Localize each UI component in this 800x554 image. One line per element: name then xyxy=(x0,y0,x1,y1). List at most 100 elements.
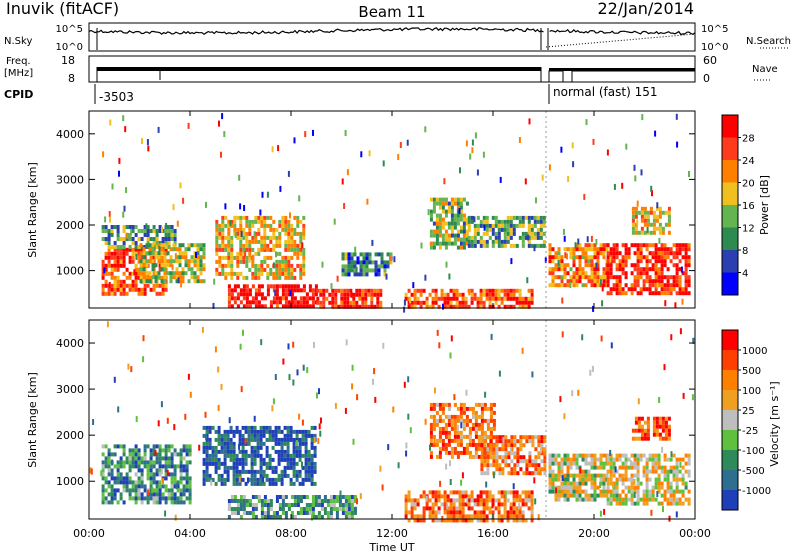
heatmap-cell xyxy=(178,263,182,268)
heatmap-cell xyxy=(355,288,359,293)
heatmap-cell xyxy=(227,304,231,309)
heatmap-cell xyxy=(284,503,288,507)
heatmap-cell xyxy=(137,271,141,276)
heatmap-cell xyxy=(563,493,567,498)
heatmap-cell xyxy=(471,454,475,459)
heatmap-speckle xyxy=(113,376,116,383)
heatmap-cell xyxy=(476,498,480,503)
heatmap-cell xyxy=(474,410,478,415)
heatmap-cell xyxy=(307,477,311,482)
heatmap-cell xyxy=(227,223,231,228)
heatmap-cell xyxy=(649,206,653,211)
heatmap-cell xyxy=(428,510,432,515)
heatmap-speckle xyxy=(465,140,468,147)
heatmap-cell xyxy=(170,464,174,469)
heatmap-cell xyxy=(500,239,504,244)
heatmap-cell xyxy=(422,490,426,495)
cpid-text-1: -3503 xyxy=(99,90,134,104)
heatmap-cell xyxy=(260,507,264,511)
heatmap-cell xyxy=(227,251,231,256)
heatmap-speckle xyxy=(387,444,390,451)
heatmap-cell xyxy=(110,283,114,288)
heatmap-cell xyxy=(477,402,481,407)
heatmap-cell xyxy=(278,243,282,248)
heatmap-cell xyxy=(518,494,522,499)
heatmap-cell xyxy=(429,430,433,435)
heatmap-cell xyxy=(332,507,336,511)
heatmap-cell xyxy=(663,489,667,494)
heatmap-cell xyxy=(440,296,444,301)
heatmap-speckle xyxy=(135,416,138,423)
heatmap-cell xyxy=(612,255,616,260)
heatmap-cell xyxy=(175,259,179,264)
heatmap-cell xyxy=(152,472,156,477)
heatmap-cell xyxy=(202,433,206,438)
heatmap-cell xyxy=(128,448,132,453)
heatmap-cell xyxy=(458,518,462,523)
heatmap-cell xyxy=(266,263,270,268)
heatmap-speckle xyxy=(201,326,204,333)
heatmap-cell xyxy=(449,510,453,515)
heatmap-cell xyxy=(575,243,579,248)
heatmap-speckle xyxy=(460,479,463,486)
heatmap-cell xyxy=(374,260,378,265)
heatmap-cell xyxy=(325,296,329,301)
heatmap-cell xyxy=(428,506,432,511)
heatmap-cell xyxy=(551,271,555,276)
heatmap-cell xyxy=(310,437,314,442)
heatmap-cell xyxy=(587,255,591,260)
heatmap-cell xyxy=(557,485,561,490)
colorbar-swatch xyxy=(722,250,738,273)
heatmap-cell xyxy=(353,272,357,277)
heatmap-cell xyxy=(253,453,257,458)
heatmap-cell xyxy=(575,493,579,498)
heatmap-cell xyxy=(587,279,591,284)
heatmap-cell xyxy=(347,252,351,257)
heatmap-cell xyxy=(658,432,662,437)
heatmap-cell xyxy=(128,245,132,249)
heatmap-speckle xyxy=(293,137,296,144)
heatmap-cell xyxy=(566,271,570,276)
heatmap-cell xyxy=(569,255,573,260)
heatmap-cell xyxy=(554,255,558,260)
heatmap-cell xyxy=(503,231,507,236)
heatmap-cell xyxy=(221,239,225,244)
heatmap-cell xyxy=(621,489,625,494)
heatmap-cell xyxy=(287,259,291,264)
heatmap-cell xyxy=(137,259,141,264)
heatmap-speckle xyxy=(661,446,664,453)
heatmap-cell xyxy=(435,454,439,459)
heatmap-cell xyxy=(452,518,456,523)
heatmap-cell xyxy=(452,490,456,495)
heatmap-cell xyxy=(627,287,631,292)
heatmap-cell xyxy=(444,221,448,226)
heatmap-cell xyxy=(116,247,120,252)
heatmap-cell xyxy=(492,455,496,460)
heatmap-speckle xyxy=(590,235,593,242)
heatmap-cell xyxy=(566,481,570,486)
heatmap-cell xyxy=(161,241,165,245)
heatmap-cell xyxy=(459,217,463,222)
heatmap-cell xyxy=(655,432,659,437)
heatmap-cell xyxy=(512,296,516,301)
heatmap-cell xyxy=(215,251,219,256)
heatmap-cell xyxy=(560,485,564,490)
heatmap-cell xyxy=(161,283,165,288)
heatmap-cell xyxy=(104,476,108,481)
heatmap-cell xyxy=(624,453,628,458)
heatmap-cell xyxy=(492,402,496,407)
heatmap-cell xyxy=(110,496,114,501)
heatmap-cell xyxy=(609,263,613,268)
heatmap-cell xyxy=(428,304,432,309)
heatmap-cell xyxy=(290,227,294,232)
heatmap-cell xyxy=(578,271,582,276)
heatmap-cell xyxy=(151,243,155,248)
heatmap-cell xyxy=(146,225,150,229)
heatmap-cell xyxy=(663,243,667,248)
heatmap-cell xyxy=(265,453,269,458)
heatmap-cell xyxy=(584,243,588,248)
heatmap-cell xyxy=(364,300,368,305)
heatmap-cell xyxy=(158,500,162,505)
heatmap-cell xyxy=(506,215,510,220)
heatmap-cell xyxy=(242,511,246,515)
